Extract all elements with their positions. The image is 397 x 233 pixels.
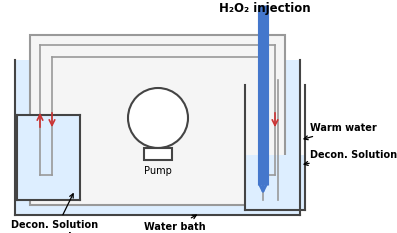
Text: H₂O₂ injection: H₂O₂ injection [219,2,311,15]
Text: Pump: Pump [144,166,172,176]
Bar [245,155,305,210]
Text: Water bath: Water bath [144,215,206,232]
Bar [30,35,285,205]
Bar [15,60,300,215]
Text: Decon. Solution: Decon. Solution [304,150,397,165]
Text: Warm water: Warm water [304,123,377,140]
Text: Decon. Solution
vessel: Decon. Solution vessel [12,194,98,233]
Circle shape [128,88,188,148]
Bar [17,115,80,200]
Bar [144,148,172,160]
